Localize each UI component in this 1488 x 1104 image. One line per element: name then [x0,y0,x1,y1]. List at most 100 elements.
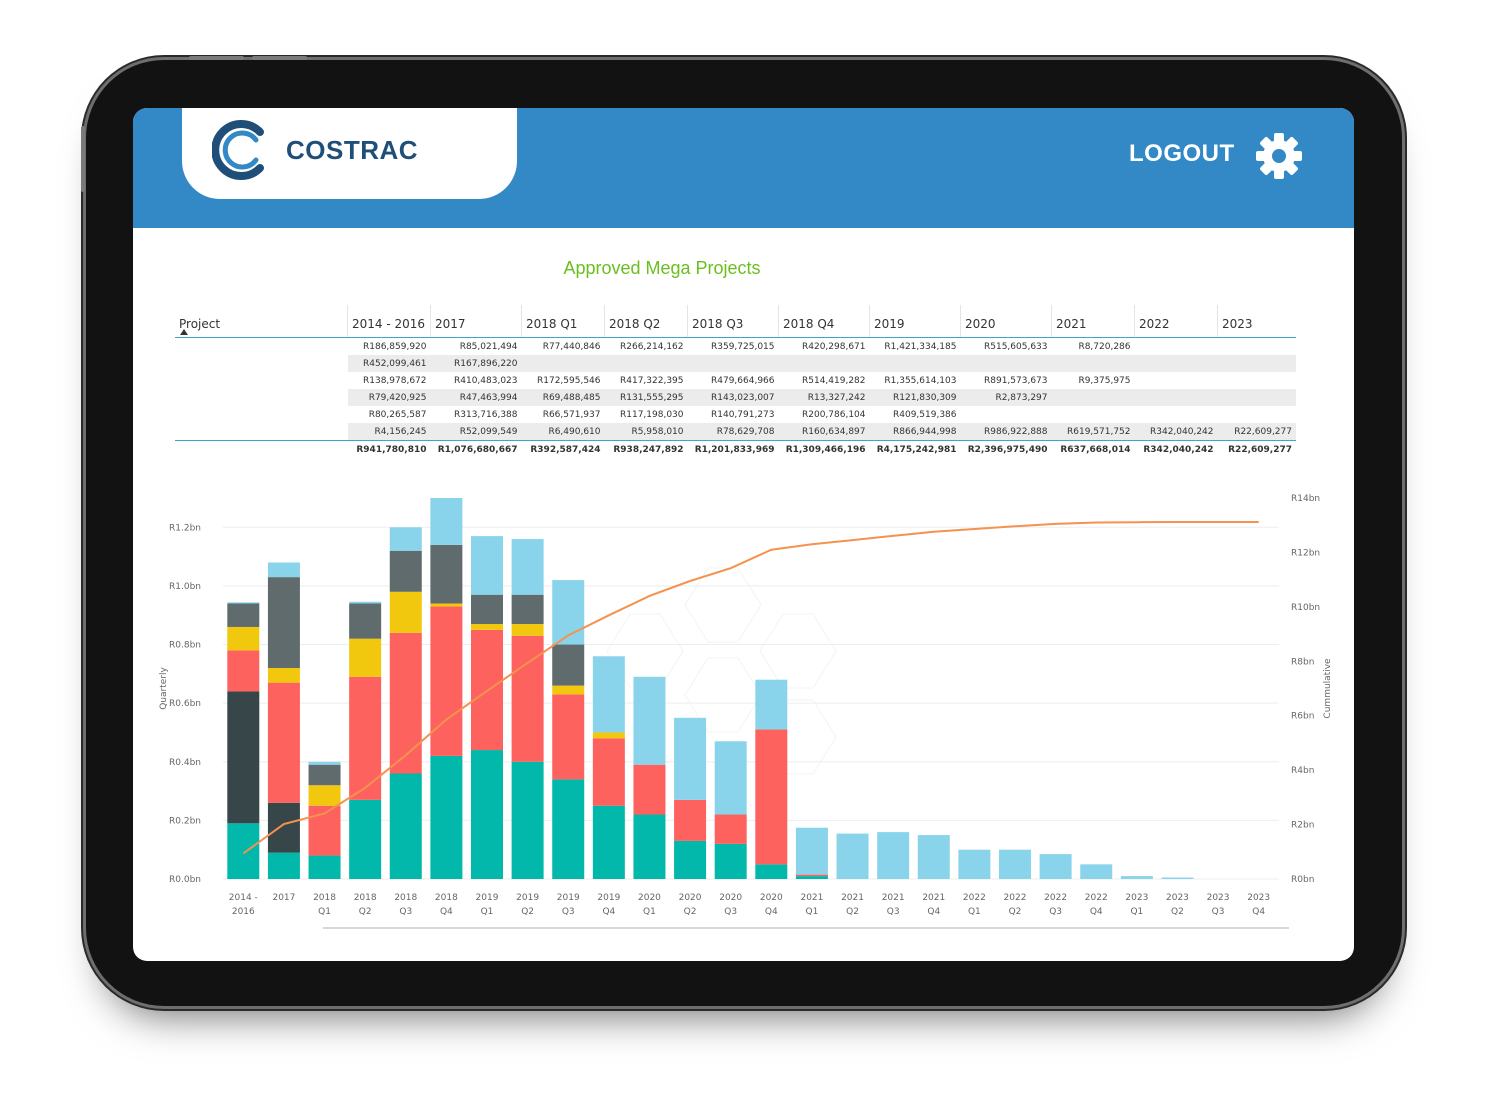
value-cell: R6,490,610 [521,423,605,441]
value-cell: R22,609,277 [1217,440,1296,458]
bar-segment [308,785,341,806]
x-tick-label: 2018 [313,893,336,903]
y2-tick-label: R6bn [1291,712,1314,722]
value-cell: R200,786,104 [801,409,866,420]
value-cell: R47,463,994 [430,389,522,406]
y2-tick-label: R8bn [1291,657,1314,667]
bar-segment [227,650,260,692]
x-tick-label: 2018 [435,893,458,903]
table-row: R138,978,672 R410,483,023 R172,595,546 R417… [175,372,1296,389]
x-tick-label: 2023 [1207,893,1230,903]
bar-segment [267,577,300,668]
triangle-up-icon[interactable] [180,329,188,335]
bar-segment [714,843,747,879]
x-tick-label: 2020 [679,893,702,903]
x-tick-label: Q3 [1049,907,1062,917]
x-tick-label: Q1 [643,907,656,917]
x-tick-label: 2023 [1247,893,1270,903]
x-tick-label: Q1 [968,907,981,917]
bar-segment [267,852,300,879]
value-cell [960,355,1052,372]
value-cell: R79,420,925 [347,389,431,406]
bar-segment [552,580,585,645]
bar-segment [471,750,503,879]
x-tick-label: 2020 [719,893,742,903]
bar-segment [714,741,747,815]
table-row: R79,420,925 R47,463,994 R69,488,485 R131,55… [175,389,1296,406]
value-cell: R52,099,549 [430,423,522,441]
project-name-cell [175,389,348,406]
project-name-cell [175,372,348,389]
value-cell [687,355,779,372]
bar-segment [552,644,585,686]
x-tick-label: Q4 [927,907,940,917]
gear-icon[interactable] [1255,132,1303,180]
column-header-3[interactable]: 2018 Q2 [604,305,688,338]
column-header-1[interactable]: 2017 [430,305,522,338]
value-cell: R514,419,282 [801,375,866,386]
x-tick-label: Q4 [440,907,453,917]
x-tick-label: Q4 [602,907,615,917]
x-tick-label: Q2 [684,907,697,917]
value-cell: R131,555,295 [604,389,688,406]
x-tick-label: 2016 [232,907,255,917]
column-header-10[interactable]: 2023 [1217,305,1296,338]
column-header-4[interactable]: 2018 Q3 [687,305,779,338]
bar-segment [511,594,544,625]
x-tick-label: Q2 [1009,907,1022,917]
value-cell: R452,099,461 [347,355,431,372]
value-cell: R479,664,966 [710,375,775,386]
bar-segment [633,814,666,879]
bar-segment [592,738,625,806]
value-cell: R121,830,309 [869,389,961,406]
y-tick-label: R0.2bn [169,816,201,826]
bar-segment [389,773,422,879]
bar-segment [633,764,666,815]
value-cell: R160,634,897 [778,423,870,441]
bar-segment [227,603,260,627]
value-cell: R69,488,485 [521,389,605,406]
value-cell: R140,791,273 [710,409,775,420]
matrix-body: R186,859,920 R85,021,494 R77,440,846 R266,2… [175,338,1296,458]
value-cell: R13,327,242 [778,389,870,406]
value-cell: R1,076,680,667 [430,440,522,458]
project-column-header[interactable]: Project [175,305,348,338]
value-cell [1135,372,1218,389]
x-tick-label: 2019 [476,893,499,903]
column-header-0[interactable]: 2014 - 2016 [347,305,431,338]
bar-segment [795,876,828,879]
bar-segment [308,855,341,879]
x-tick-label: Q3 [887,907,900,917]
x-tick-label: 2017 [272,893,295,903]
y2-tick-label: R14bn [1291,494,1320,504]
column-header-6[interactable]: 2019 [869,305,961,338]
project-name-cell [175,355,348,372]
x-tick-label: Q1 [481,907,494,917]
column-header-5[interactable]: 2018 Q4 [778,305,870,338]
x-tick-label: 2020 [760,893,783,903]
x-tick-label: 2019 [516,893,539,903]
bar-segment [877,832,910,879]
bar-segment [755,864,788,879]
x-tick-label: 2021 [800,893,823,903]
project-column-label: Project [179,317,221,331]
column-header-9[interactable]: 2022 [1134,305,1218,338]
column-header-2[interactable]: 2018 Q1 [521,305,605,338]
value-cell: R619,571,752 [1051,423,1135,441]
table-row: R452,099,461 R167,896,220 [175,355,1296,372]
value-cell [1052,406,1135,423]
logout-button[interactable]: LOGOUT [1129,140,1235,167]
x-tick-label: Q2 [1171,907,1184,917]
value-cell [1051,389,1135,406]
x-tick-label: Q4 [1252,907,1265,917]
bar-segment [999,849,1031,879]
project-name-cell [175,406,348,423]
value-cell: R1,201,833,969 [687,440,779,458]
value-cell [1218,372,1297,389]
value-cell: R2,396,975,490 [960,440,1052,458]
costrac-logo-icon [212,120,264,180]
column-header-7[interactable]: 2020 [960,305,1052,338]
column-header-8[interactable]: 2021 [1051,305,1135,338]
bar-segment [349,603,382,639]
bar-segment [308,761,341,765]
